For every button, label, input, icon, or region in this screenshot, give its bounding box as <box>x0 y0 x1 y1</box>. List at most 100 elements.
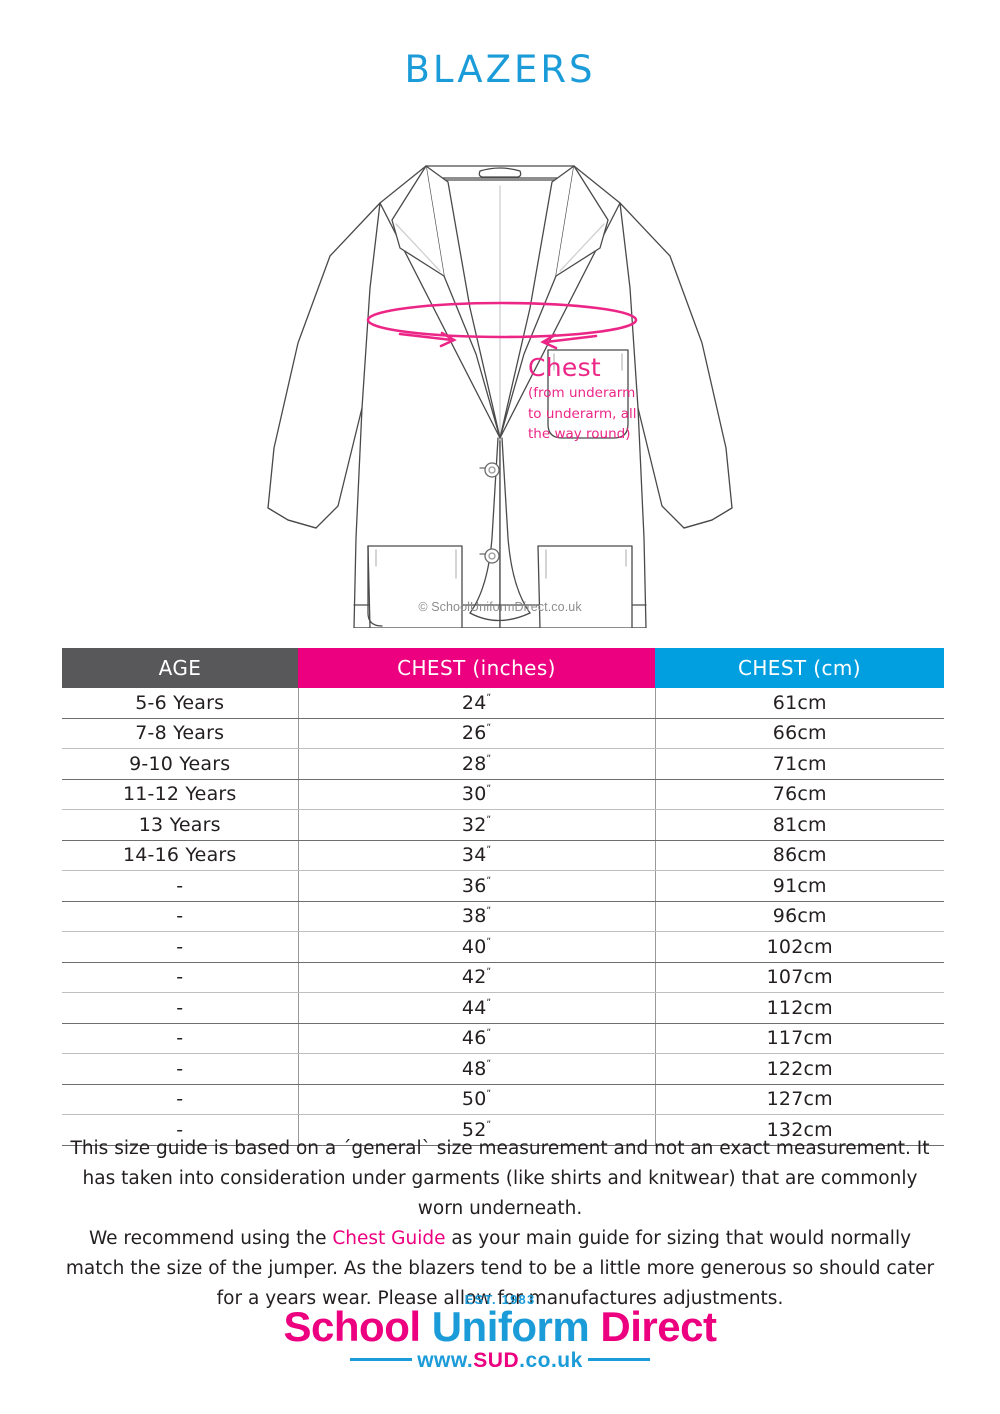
logo-word-direct: Direct <box>600 1303 717 1350</box>
cell-chest-inches: 46ʺ <box>298 1023 656 1054</box>
cell-chest-cm: 122cm <box>655 1053 944 1085</box>
cell-chest-inches: 38ʺ <box>298 901 656 932</box>
inch-symbol: ʺ <box>486 1089 492 1101</box>
cell-chest-inches: 24ʺ <box>298 688 656 719</box>
table-row: -42ʺ 107cm <box>62 962 944 993</box>
company-logo: EST. 1983 School Uniform Direct www.SUD.… <box>0 1292 1000 1373</box>
logo-url-suffix: .co.uk <box>519 1349 583 1372</box>
chest-callout-line3: the way round) <box>528 426 631 442</box>
inch-symbol: ʺ <box>486 754 492 766</box>
table-row: -46ʺ 117cm <box>62 1023 944 1054</box>
column-header-age: AGE <box>62 648 298 688</box>
column-header-chest-cm: CHEST (cm) <box>655 648 944 688</box>
cell-chest-inches: 40ʺ <box>298 931 656 963</box>
cell-age: 13 Years <box>62 809 299 841</box>
inch-symbol: ʺ <box>486 1028 492 1040</box>
cell-chest-cm: 81cm <box>655 809 944 841</box>
logo-word-uniform: Uniform <box>431 1303 590 1350</box>
chest-callout-title: Chest <box>528 353 602 382</box>
chest-guide-highlight: Chest Guide <box>332 1228 446 1249</box>
cell-age: - <box>62 931 299 963</box>
inch-symbol: ʺ <box>486 937 492 949</box>
chest-callout-line1: (from underarm <box>528 385 636 401</box>
size-guide-note: This size guide is based on a ´general` … <box>62 1134 938 1314</box>
table-row: -48ʺ 122cm <box>62 1053 944 1085</box>
note-paragraph-2-after: as your main guide for sizing that would… <box>65 1228 935 1309</box>
chest-callout: Chest (from underarm to underarm, all th… <box>528 355 636 443</box>
cell-age: - <box>62 1053 299 1085</box>
cell-chest-inches: 28ʺ <box>298 748 656 780</box>
inch-symbol: ʺ <box>486 845 492 857</box>
table-header: AGE CHEST (inches) CHEST (cm) <box>62 648 944 688</box>
note-paragraph-1: This size guide is based on a ´general` … <box>70 1138 930 1219</box>
logo-url-brand: SUD <box>473 1349 520 1372</box>
logo-established: EST. 1983 <box>464 1292 536 1307</box>
table-row: -44ʺ 112cm <box>62 992 944 1024</box>
inch-symbol: ʺ <box>486 876 492 888</box>
cell-age: 9-10 Years <box>62 748 299 780</box>
inch-symbol: ʺ <box>486 906 492 918</box>
table-row: 7-8 Years 26ʺ 66cm <box>62 718 944 749</box>
logo-url-prefix: www. <box>417 1349 474 1372</box>
chest-callout-line2: to underarm, all <box>528 405 637 422</box>
cell-chest-cm: 127cm <box>655 1084 944 1115</box>
column-header-chest-inches: CHEST (inches) <box>298 648 655 688</box>
cell-age: 11-12 Years <box>62 779 299 810</box>
logo-word-school: School <box>283 1303 422 1350</box>
cell-chest-cm: 102cm <box>655 931 944 963</box>
cell-age: 5-6 Years <box>62 688 299 719</box>
cell-chest-inches: 44ʺ <box>298 992 656 1024</box>
cell-age: - <box>62 870 299 902</box>
cell-chest-inches: 52ʺ <box>298 1114 656 1146</box>
cell-chest-inches: 34ʺ <box>298 840 656 871</box>
cell-chest-cm: 91cm <box>655 870 944 902</box>
cell-chest-cm: 96cm <box>655 901 944 932</box>
table-row: 5-6 Years 24ʺ 61cm <box>62 688 944 719</box>
cell-chest-inches: 30ʺ <box>298 779 656 810</box>
table-row: 13 Years 32ʺ 81cm <box>62 809 944 841</box>
size-chart-table: AGE CHEST (inches) CHEST (cm) 5-6 Years 2… <box>62 648 944 1146</box>
cell-chest-inches: 32ʺ <box>298 809 656 841</box>
table-row: -40ʺ 102cm <box>62 931 944 963</box>
cell-chest-inches: 26ʺ <box>298 718 656 749</box>
logo-rule-right <box>587 1358 650 1362</box>
table-header-row: AGE CHEST (inches) CHEST (cm) <box>62 648 944 688</box>
cell-chest-cm: 61cm <box>655 688 944 719</box>
cell-chest-inches: 42ʺ <box>298 962 656 993</box>
cell-chest-cm: 107cm <box>655 962 944 993</box>
cell-age: 14-16 Years <box>62 840 299 871</box>
table-row: -50ʺ 127cm <box>62 1084 944 1115</box>
page-title: BLAZERS <box>404 48 596 91</box>
cell-chest-inches: 36ʺ <box>298 870 656 902</box>
table-row: -36ʺ 91cm <box>62 870 944 902</box>
inch-symbol: ʺ <box>486 815 492 827</box>
table-row: 9-10 Years 28ʺ 71cm <box>62 748 944 780</box>
copyright-notice: © SchoolUniformDirect.co.uk <box>418 600 582 614</box>
cell-age: 7-8 Years <box>62 718 299 749</box>
cell-chest-cm: 112cm <box>655 992 944 1024</box>
cell-age: - <box>62 1084 299 1115</box>
table-row: 14-16 Years 34ʺ 86cm <box>62 840 944 871</box>
cell-chest-cm: 71cm <box>655 748 944 780</box>
table-body: 5-6 Years 24ʺ 61cm 7-8 Years 26ʺ 66cm 9-10 Yea… <box>62 688 944 1146</box>
blazer-illustration <box>230 108 770 628</box>
inch-symbol: ʺ <box>486 1059 492 1071</box>
table-row: -52ʺ 132cm <box>62 1114 944 1146</box>
logo-wordmark: School Uniform Direct <box>0 1303 1000 1351</box>
inch-symbol: ʺ <box>486 784 492 796</box>
cell-age: - <box>62 901 299 932</box>
cell-chest-cm: 76cm <box>655 779 944 810</box>
inch-symbol: ʺ <box>486 723 492 735</box>
inch-symbol: ʺ <box>486 693 492 705</box>
inch-symbol: ʺ <box>486 998 492 1010</box>
logo-website[interactable]: www.SUD.co.uk <box>0 1349 1000 1373</box>
chest-measure-indicator <box>366 301 638 350</box>
cell-chest-cm: 86cm <box>655 840 944 871</box>
cell-chest-cm: 117cm <box>655 1023 944 1054</box>
logo-rule-left <box>350 1358 413 1362</box>
inch-symbol: ʺ <box>486 1120 492 1132</box>
cell-chest-inches: 48ʺ <box>298 1053 656 1085</box>
inch-symbol: ʺ <box>486 967 492 979</box>
cell-age: - <box>62 962 299 993</box>
cell-chest-cm: 132cm <box>655 1114 944 1146</box>
